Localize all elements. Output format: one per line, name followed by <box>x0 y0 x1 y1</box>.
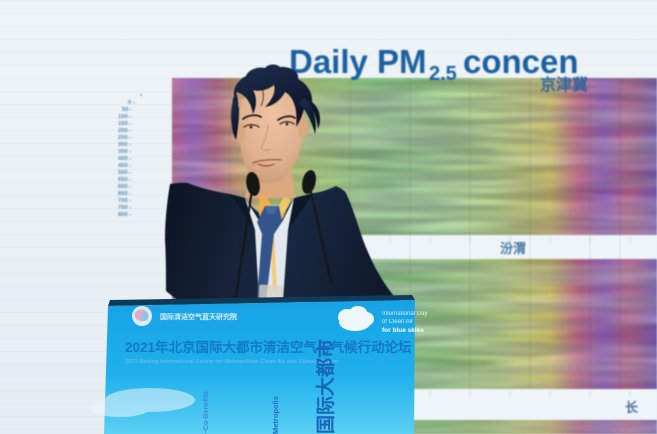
svg-text:of Clean Air: of Clean Air <box>382 319 413 325</box>
svg-text:2021年北京国际大都市清洁空气与气候行动论坛: 2021年北京国际大都市清洁空气与气候行动论坛 <box>125 339 412 355</box>
svg-text:for blue skies: for blue skies <box>382 327 424 334</box>
svg-text:国际大都市: 国际大都市 <box>314 339 337 434</box>
svg-text:–Co-Benefits: –Co-Benefits <box>203 391 210 434</box>
svg-text:Metropolis: Metropolis <box>271 396 280 434</box>
svg-text:International Day: International Day <box>382 311 427 317</box>
svg-text:国际清洁空气蓝天研究院: 国际清洁空气蓝天研究院 <box>160 312 237 321</box>
svg-text:2021 Beijing International For: 2021 Beijing International Forum for Met… <box>125 359 338 365</box>
